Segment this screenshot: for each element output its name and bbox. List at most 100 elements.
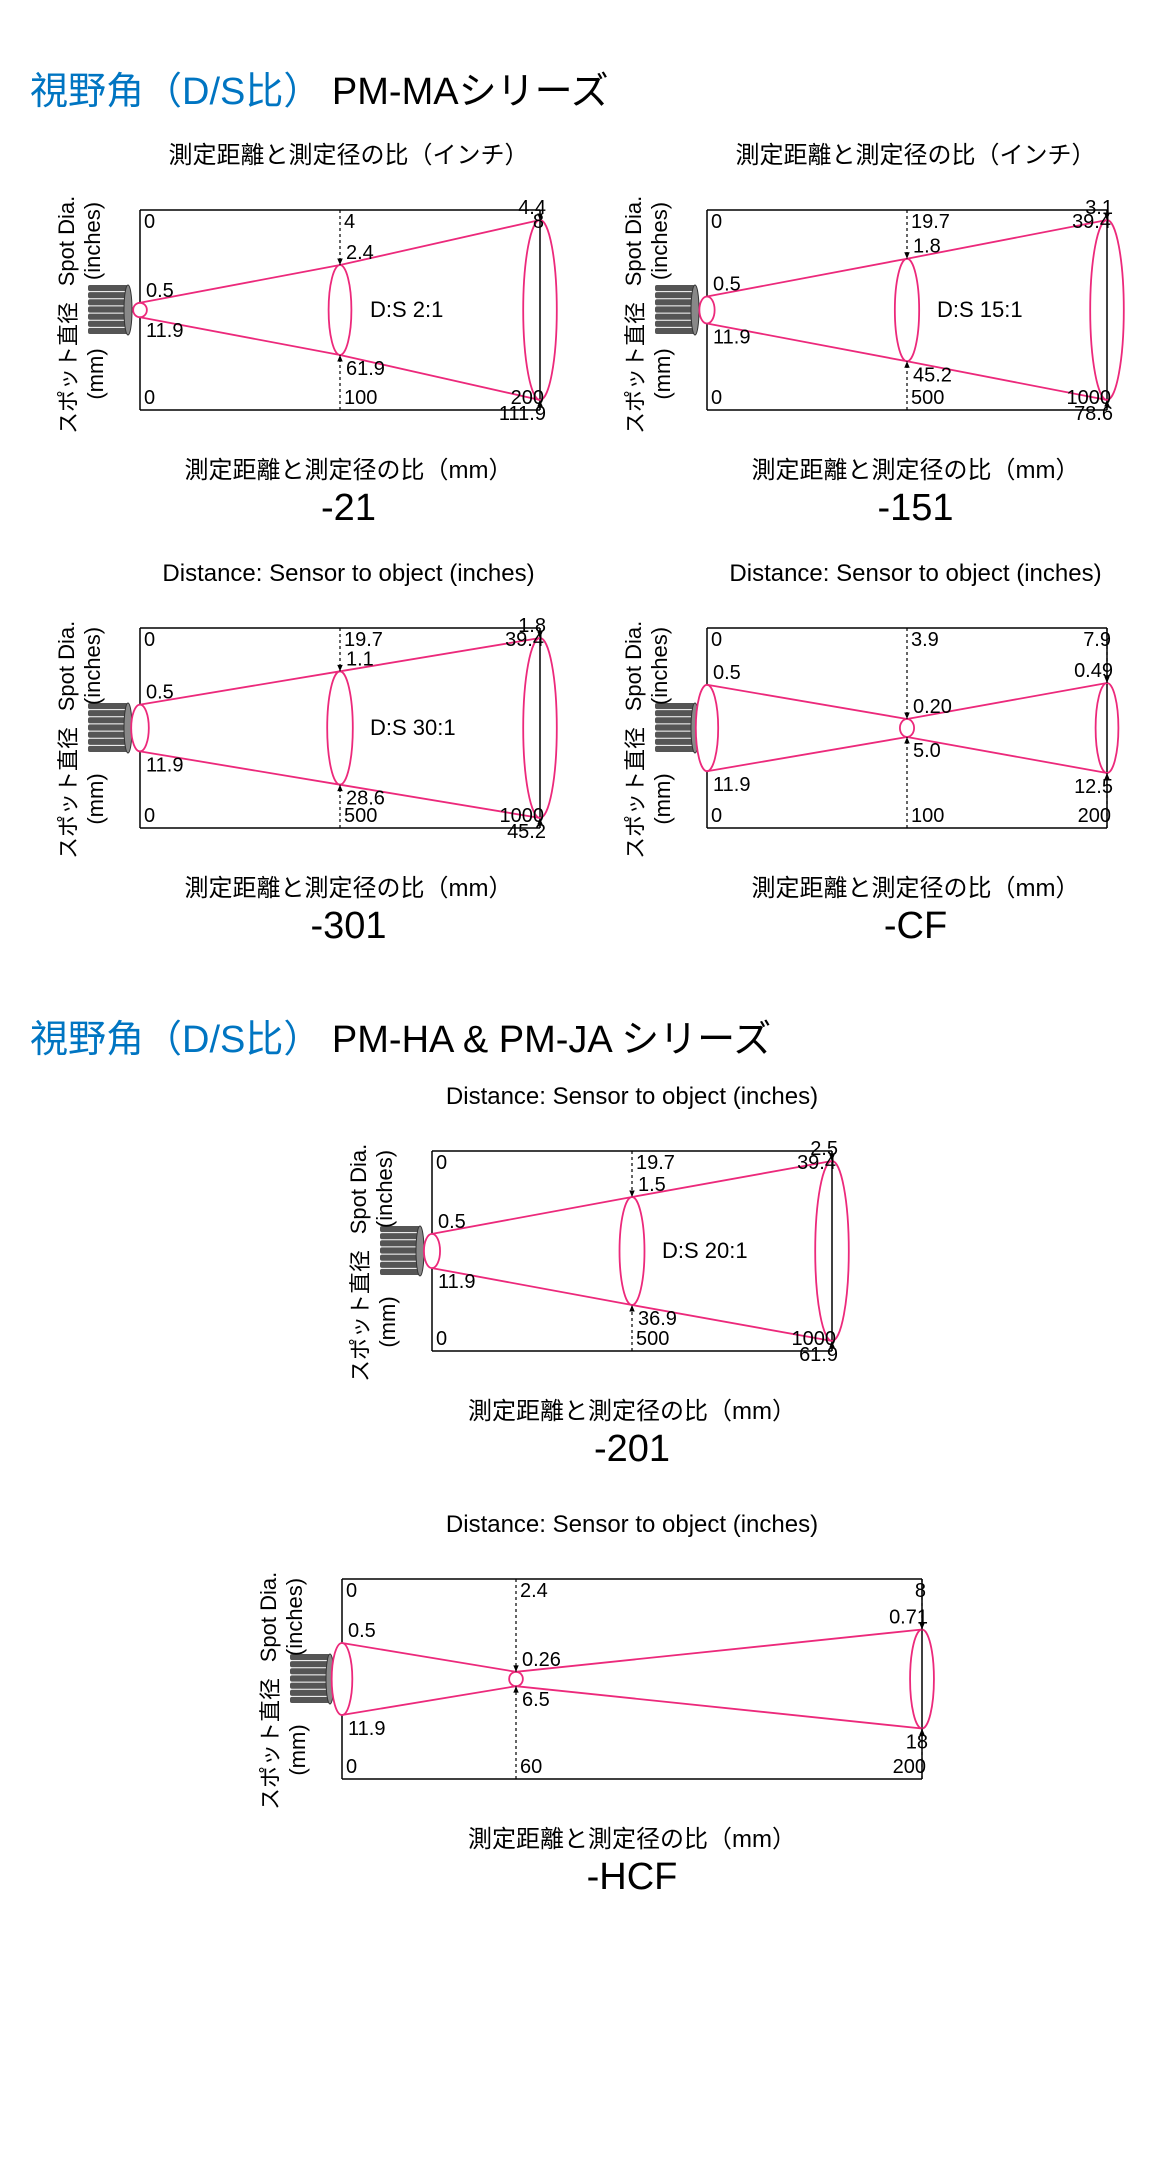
svg-text:500: 500 <box>636 1328 669 1350</box>
svg-text:1.8: 1.8 <box>518 615 546 637</box>
svg-text:4.4: 4.4 <box>518 197 546 219</box>
svg-text:D:S 20:1: D:S 20:1 <box>662 1238 748 1263</box>
svg-text:0.5: 0.5 <box>146 280 174 302</box>
bottom-axis-label: 測定距離と測定径の比（mm） <box>322 1819 942 1854</box>
diagram-d301: Distance: Sensor to object (inches)019.7… <box>20 560 577 948</box>
bottom-axis-label: 測定距離と測定径の比（mm） <box>412 1391 852 1426</box>
svg-text:2.4: 2.4 <box>520 1580 548 1602</box>
svg-text:1.1: 1.1 <box>346 648 374 670</box>
svg-text:11.9: 11.9 <box>348 1718 385 1740</box>
svg-text:0: 0 <box>346 1756 357 1778</box>
section1-grid: 測定距離と測定径の比（インチ）04801002002.461.94.4111.9… <box>20 135 1144 948</box>
svg-text:19.7: 19.7 <box>636 1152 675 1174</box>
model-label: -21 <box>120 487 577 530</box>
svg-text:2.5: 2.5 <box>810 1138 838 1160</box>
ylabel-mm: スポット直径(mm) <box>253 1690 311 1810</box>
section1-title-black: PM-MAシリーズ <box>321 71 608 113</box>
section2-grid: Distance: Sensor to object (inches) 0 19.7… <box>20 1083 1144 1899</box>
ylabel-inches: Spot Dia.(inches) <box>54 616 106 716</box>
svg-text:0: 0 <box>144 211 155 233</box>
section2-title: 視野角（D/S比） PM-HA & PM-JA シリーズ <box>30 1008 1144 1063</box>
bottom-axis-label: 測定距離と測定径の比（mm） <box>687 868 1144 903</box>
svg-text:28.6: 28.6 <box>346 788 385 810</box>
top-axis-label: Distance: Sensor to object (inches) <box>687 560 1144 588</box>
model-label: -301 <box>120 905 577 948</box>
svg-text:19.7: 19.7 <box>911 211 950 233</box>
svg-text:0: 0 <box>436 1328 447 1350</box>
svg-text:6.5: 6.5 <box>522 1689 550 1711</box>
svg-text:8: 8 <box>915 1580 926 1602</box>
top-axis-label: 測定距離と測定径の比（インチ） <box>687 135 1144 170</box>
svg-text:60: 60 <box>520 1756 542 1778</box>
ylabel-mm: スポット直径(mm) <box>51 314 109 434</box>
svg-text:1.5: 1.5 <box>638 1174 666 1196</box>
svg-text:0: 0 <box>144 387 155 409</box>
svg-text:0.5: 0.5 <box>713 662 741 684</box>
svg-text:0.26: 0.26 <box>522 1649 561 1671</box>
svg-text:0.49: 0.49 <box>1074 660 1113 682</box>
svg-text:0: 0 <box>711 805 722 827</box>
ylabel-inches: Spot Dia.(inches) <box>54 191 106 291</box>
svg-text:111.9: 111.9 <box>499 403 546 425</box>
svg-text:100: 100 <box>911 805 944 827</box>
svg-text:100: 100 <box>344 387 377 409</box>
svg-text:0: 0 <box>144 629 155 651</box>
top-axis-label: Distance: Sensor to object (inches) <box>120 560 577 588</box>
ylabel-mm: スポット直径(mm) <box>343 1262 401 1382</box>
svg-text:5.0: 5.0 <box>913 740 941 762</box>
ylabel-inches: Spot Dia.(inches) <box>256 1567 308 1667</box>
model-label: -151 <box>687 487 1144 530</box>
svg-text:45.2: 45.2 <box>913 364 952 386</box>
svg-text:0.71: 0.71 <box>889 1607 928 1629</box>
svg-text:0: 0 <box>711 211 722 233</box>
svg-text:61.9: 61.9 <box>799 1344 838 1366</box>
svg-text:200: 200 <box>893 1756 926 1778</box>
section1-title-blue: 視野角（D/S比） <box>30 71 321 113</box>
svg-text:45.2: 45.2 <box>507 821 546 843</box>
model-label: -CF <box>687 905 1144 948</box>
top-axis-label: Distance: Sensor to object (inches) <box>412 1083 852 1111</box>
svg-text:18: 18 <box>906 1732 928 1754</box>
svg-text:11.9: 11.9 <box>146 754 183 776</box>
svg-text:11.9: 11.9 <box>713 774 750 796</box>
svg-text:0.5: 0.5 <box>438 1211 466 1233</box>
diagram-d21: 測定距離と測定径の比（インチ）04801002002.461.94.4111.9… <box>20 135 577 530</box>
svg-text:11.9: 11.9 <box>438 1271 475 1293</box>
svg-text:0.5: 0.5 <box>713 274 741 296</box>
section1-title: 視野角（D/S比） PM-MAシリーズ <box>30 60 1144 115</box>
diagram-dhcf: Distance: Sensor to object (inches) 0 2.4 8… <box>222 1511 942 1899</box>
ylabel-mm: スポット直径(mm) <box>618 739 676 859</box>
diagram-dcf: Distance: Sensor to object (inches)03.97… <box>587 560 1144 948</box>
svg-text:3.9: 3.9 <box>911 629 939 651</box>
ylabel-mm: スポット直径(mm) <box>51 739 109 859</box>
section2-title-black: PM-HA & PM-JA シリーズ <box>321 1019 771 1061</box>
svg-text:D:S 2:1: D:S 2:1 <box>370 297 443 322</box>
ylabel-mm: スポット直径(mm) <box>618 314 676 434</box>
model-label: -HCF <box>322 1856 942 1899</box>
svg-text:11.9: 11.9 <box>146 320 183 342</box>
svg-text:11.9: 11.9 <box>713 327 750 349</box>
svg-text:0.5: 0.5 <box>146 682 174 704</box>
svg-text:36.9: 36.9 <box>638 1308 677 1330</box>
svg-text:0: 0 <box>144 805 155 827</box>
svg-text:0: 0 <box>711 629 722 651</box>
top-axis-label: 測定距離と測定径の比（インチ） <box>120 135 577 170</box>
diagram-d151: 測定距離と測定径の比（インチ）019.739.4050010001.845.23… <box>587 135 1144 530</box>
svg-text:500: 500 <box>911 387 944 409</box>
svg-text:D:S 30:1: D:S 30:1 <box>370 715 456 740</box>
svg-text:0.5: 0.5 <box>348 1620 376 1642</box>
section2-title-blue: 視野角（D/S比） <box>30 1019 321 1061</box>
diagram-d201: Distance: Sensor to object (inches) 0 19.7… <box>312 1083 852 1471</box>
top-axis-label: Distance: Sensor to object (inches) <box>322 1511 942 1539</box>
svg-text:12.5: 12.5 <box>1074 776 1113 798</box>
svg-text:D:S 15:1: D:S 15:1 <box>937 297 1023 322</box>
svg-text:0: 0 <box>711 387 722 409</box>
bottom-axis-label: 測定距離と測定径の比（mm） <box>120 868 577 903</box>
svg-text:0: 0 <box>436 1152 447 1174</box>
ylabel-inches: Spot Dia.(inches) <box>621 616 673 716</box>
svg-text:2.4: 2.4 <box>346 242 374 264</box>
svg-text:4: 4 <box>344 211 355 233</box>
svg-text:0: 0 <box>346 1580 357 1602</box>
ylabel-inches: Spot Dia.(inches) <box>621 191 673 291</box>
bottom-axis-label: 測定距離と測定径の比（mm） <box>687 450 1144 485</box>
